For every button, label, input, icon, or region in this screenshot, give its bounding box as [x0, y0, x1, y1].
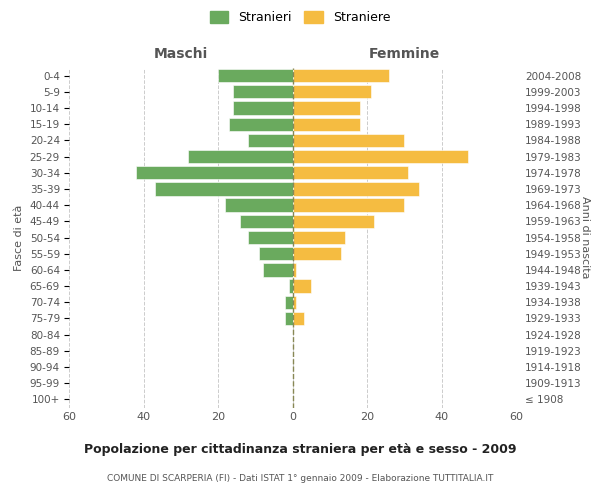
Bar — [289, 280, 293, 292]
Bar — [233, 102, 293, 114]
Bar — [285, 312, 293, 325]
Bar — [293, 102, 359, 114]
Bar — [293, 263, 296, 276]
Bar — [293, 85, 371, 98]
Bar — [226, 198, 293, 212]
Bar — [293, 118, 359, 131]
Bar — [293, 182, 419, 196]
Bar — [229, 118, 293, 131]
Y-axis label: Fasce di età: Fasce di età — [14, 204, 24, 270]
Bar — [293, 312, 304, 325]
Bar — [218, 69, 293, 82]
Bar — [136, 166, 293, 179]
Text: Femmine: Femmine — [368, 47, 440, 61]
Bar — [285, 296, 293, 309]
Bar — [248, 134, 293, 147]
Bar — [293, 198, 404, 212]
Bar — [293, 166, 408, 179]
Legend: Stranieri, Straniere: Stranieri, Straniere — [209, 11, 391, 24]
Bar — [188, 150, 293, 163]
Bar — [263, 263, 293, 276]
Bar — [241, 214, 293, 228]
Bar — [293, 296, 296, 309]
Bar — [293, 231, 344, 244]
Bar — [248, 231, 293, 244]
Bar — [293, 247, 341, 260]
Text: Maschi: Maschi — [154, 47, 208, 61]
Bar — [259, 247, 293, 260]
Bar — [233, 85, 293, 98]
Text: COMUNE DI SCARPERIA (FI) - Dati ISTAT 1° gennaio 2009 - Elaborazione TUTTITALIA.: COMUNE DI SCARPERIA (FI) - Dati ISTAT 1°… — [107, 474, 493, 483]
Bar — [155, 182, 293, 196]
Y-axis label: Anni di nascita: Anni di nascita — [580, 196, 590, 279]
Bar — [293, 150, 467, 163]
Bar — [293, 214, 374, 228]
Bar — [293, 134, 404, 147]
Bar — [293, 69, 389, 82]
Text: Popolazione per cittadinanza straniera per età e sesso - 2009: Popolazione per cittadinanza straniera p… — [84, 442, 516, 456]
Bar — [293, 280, 311, 292]
